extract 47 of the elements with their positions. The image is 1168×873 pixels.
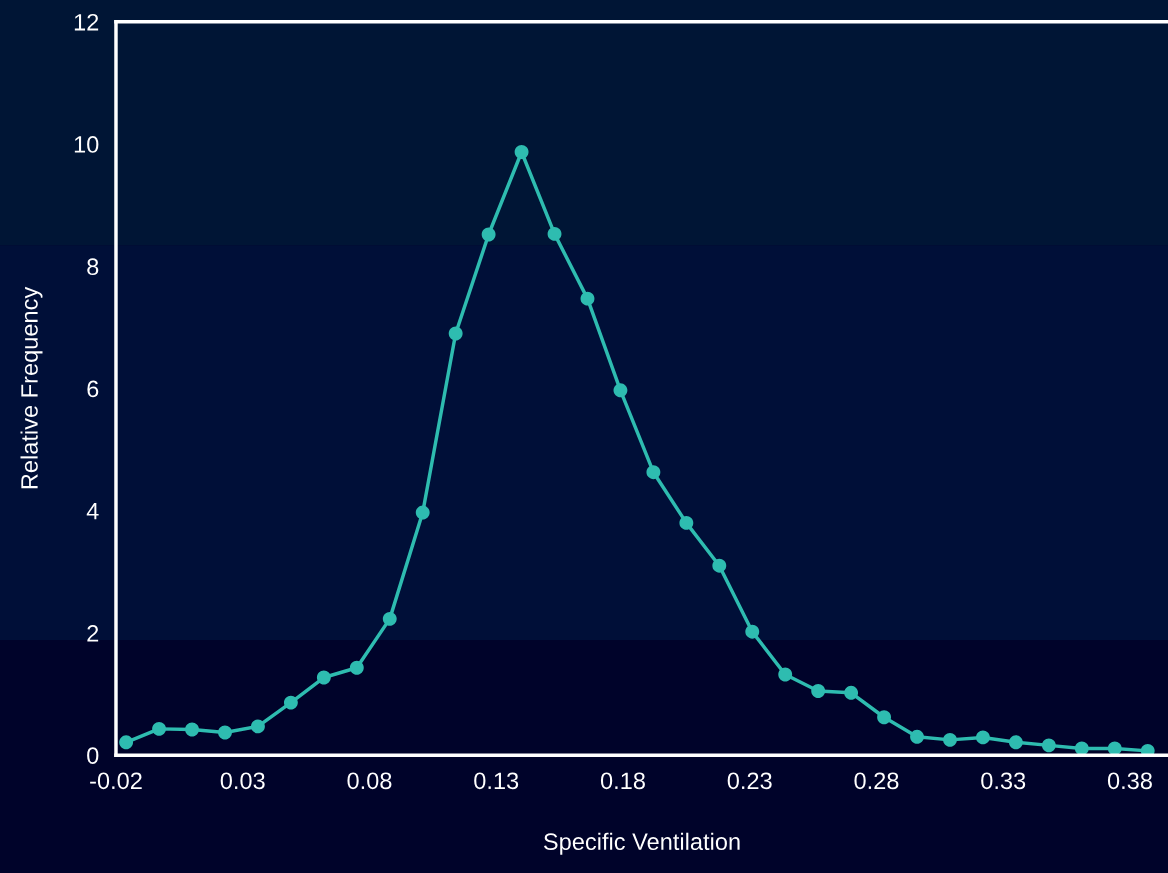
point bbox=[547, 226, 562, 241]
point bbox=[679, 515, 694, 530]
x-tick-label: 0.23 bbox=[727, 772, 772, 790]
point bbox=[877, 710, 892, 725]
y-tick-label: 10 bbox=[74, 136, 99, 153]
point bbox=[185, 722, 199, 737]
point bbox=[910, 729, 924, 744]
x-tick-label: 0.13 bbox=[474, 772, 519, 790]
point bbox=[646, 465, 661, 480]
x-tick-label: 0.18 bbox=[600, 772, 645, 790]
point bbox=[251, 719, 265, 734]
x-tick-label: 0.33 bbox=[981, 772, 1026, 790]
y-tick-label: 6 bbox=[87, 380, 99, 398]
y-tick-label: 4 bbox=[86, 503, 99, 520]
point bbox=[976, 730, 990, 745]
y-axis-title: Relative Frequency bbox=[20, 286, 43, 489]
y-tick-label: 2 bbox=[87, 624, 99, 642]
point bbox=[415, 505, 430, 520]
y-tick-label: 12 bbox=[74, 13, 99, 31]
point bbox=[778, 667, 793, 682]
point bbox=[481, 227, 496, 242]
point bbox=[712, 558, 727, 573]
point bbox=[349, 660, 364, 675]
point bbox=[448, 326, 463, 341]
x-tick-label: -0.02 bbox=[90, 772, 142, 790]
x-tick-label: 0.03 bbox=[220, 772, 265, 790]
x-axis-title: Specific Ventilation bbox=[543, 832, 740, 855]
point bbox=[152, 721, 167, 736]
point bbox=[613, 383, 628, 398]
x-tick-label: 0.08 bbox=[347, 772, 392, 790]
point bbox=[580, 291, 595, 306]
point bbox=[283, 695, 298, 710]
y-tick-label: 0 bbox=[87, 747, 99, 764]
point bbox=[514, 145, 529, 159]
point bbox=[316, 670, 331, 685]
point bbox=[1008, 735, 1023, 750]
point bbox=[382, 611, 397, 626]
x-tick-label: 0.28 bbox=[854, 772, 899, 790]
point bbox=[943, 732, 957, 747]
point bbox=[218, 725, 232, 740]
x-tick-label: 0.38 bbox=[1107, 772, 1152, 790]
point bbox=[811, 684, 826, 698]
y-tick-label: 8 bbox=[87, 258, 99, 276]
point bbox=[119, 735, 134, 750]
point bbox=[844, 685, 859, 700]
point bbox=[1041, 738, 1056, 753]
point bbox=[745, 624, 760, 639]
